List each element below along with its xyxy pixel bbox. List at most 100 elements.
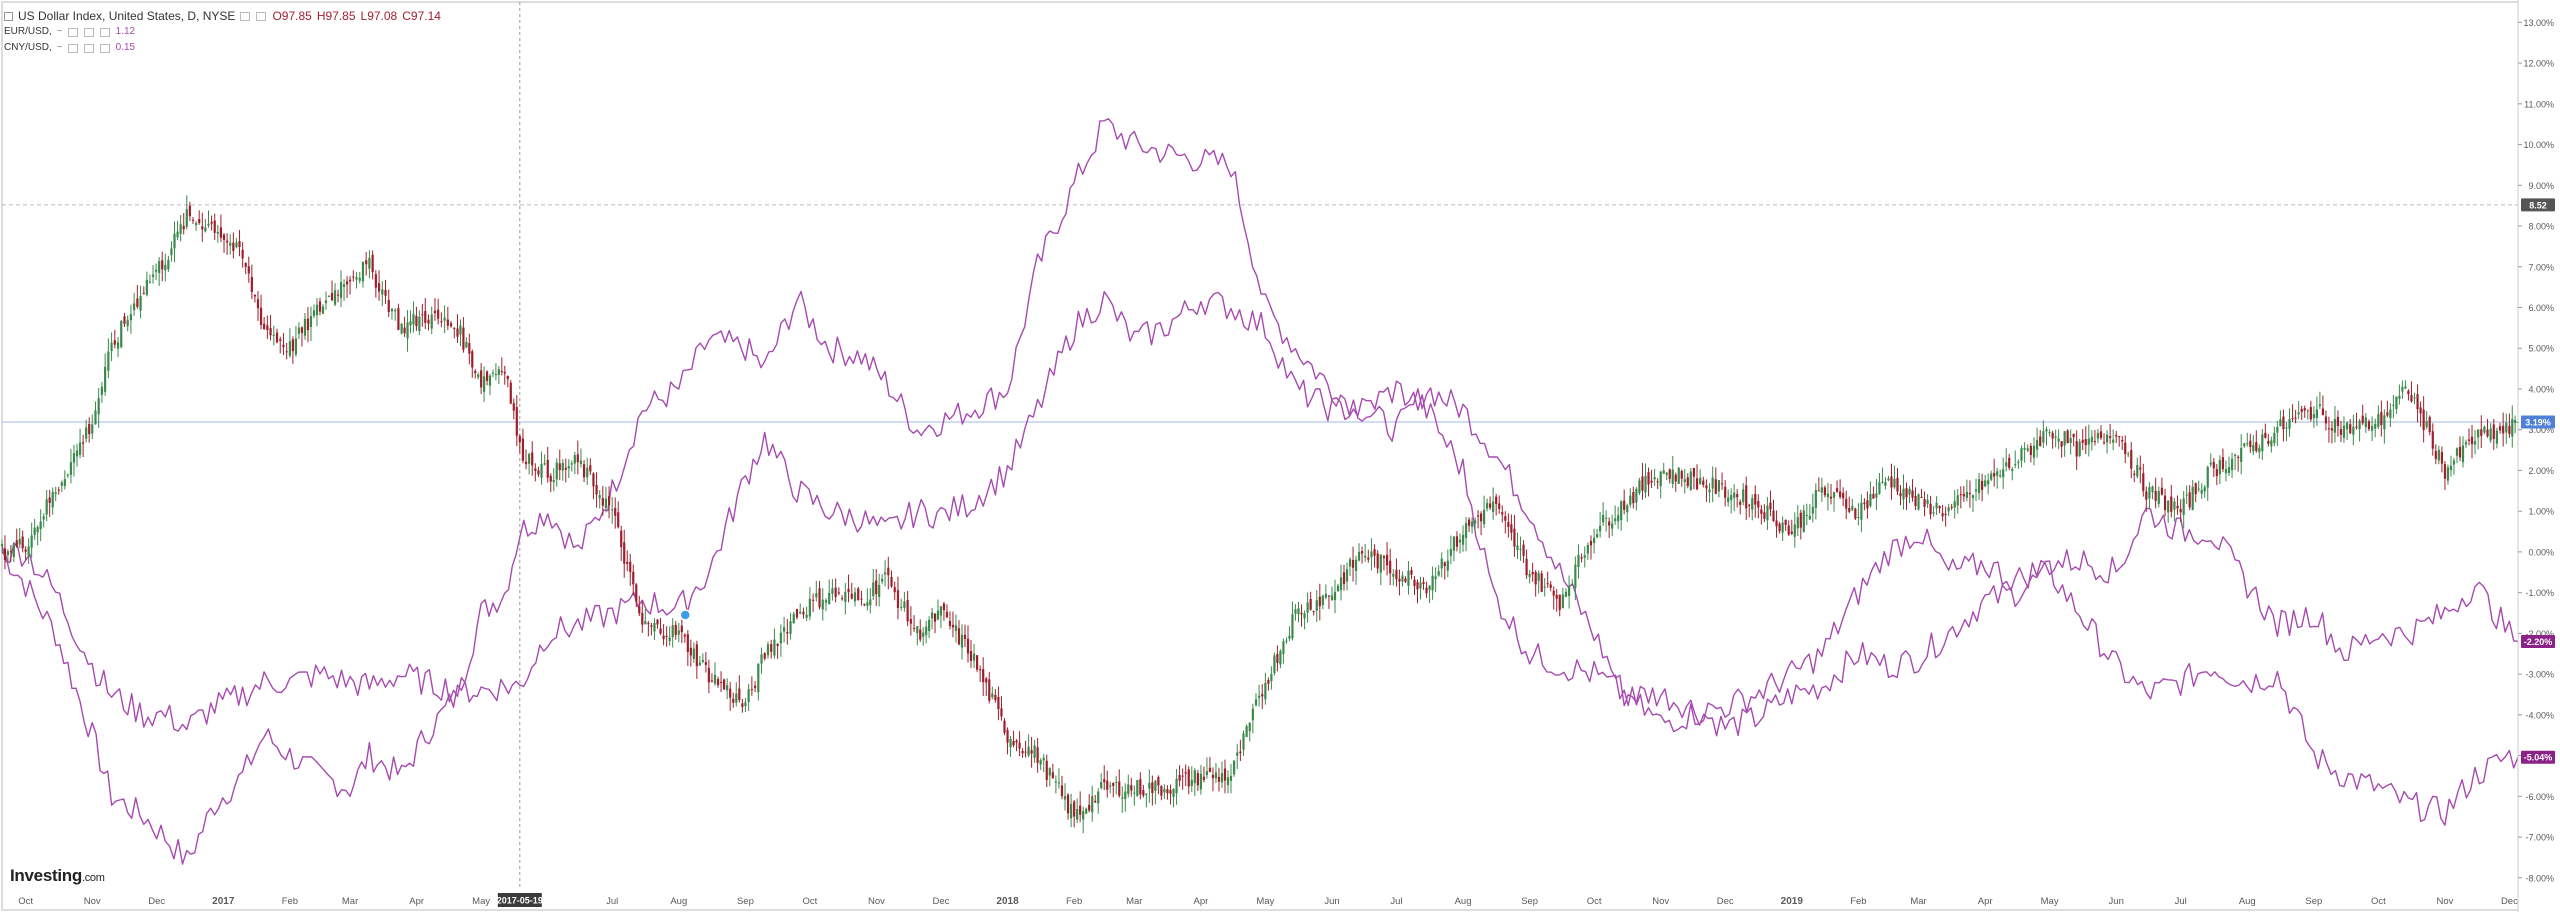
candle bbox=[2364, 413, 2367, 433]
candle bbox=[723, 678, 726, 690]
candle-body bbox=[1318, 596, 1321, 607]
candle bbox=[713, 662, 717, 686]
candle-body bbox=[2303, 408, 2306, 411]
candle bbox=[485, 370, 489, 386]
brand-logo[interactable]: Investing.com bbox=[10, 866, 105, 885]
candle-body bbox=[309, 316, 313, 327]
candle bbox=[1239, 739, 1242, 761]
candle-body bbox=[1730, 495, 1733, 500]
candle-body bbox=[263, 323, 266, 329]
candle bbox=[2054, 429, 2057, 448]
candle-body bbox=[890, 577, 893, 587]
candle bbox=[136, 284, 139, 309]
x-tick-label: Feb bbox=[282, 896, 298, 907]
candle-body bbox=[2157, 491, 2160, 504]
candle-body bbox=[2124, 442, 2127, 455]
candle bbox=[2458, 436, 2462, 462]
candle-body bbox=[1971, 495, 1975, 499]
candle-body bbox=[1151, 782, 1154, 794]
candle-body bbox=[1389, 560, 1392, 574]
event-marker[interactable] bbox=[679, 609, 692, 621]
candle bbox=[1650, 469, 1653, 489]
candle bbox=[543, 454, 546, 466]
candle bbox=[188, 201, 191, 221]
candle bbox=[982, 657, 985, 696]
candle-body bbox=[875, 580, 878, 595]
candle bbox=[185, 195, 188, 230]
candle bbox=[732, 692, 735, 708]
candle bbox=[576, 440, 579, 475]
candle bbox=[1869, 481, 1872, 508]
candle bbox=[883, 560, 887, 587]
candle-body bbox=[2318, 404, 2321, 407]
candle bbox=[1202, 766, 1206, 783]
candle-body bbox=[2413, 397, 2416, 399]
candle bbox=[1376, 550, 1379, 574]
close-icon[interactable] bbox=[256, 11, 267, 21]
candle-body bbox=[1543, 586, 1546, 588]
candle bbox=[2324, 410, 2328, 431]
y-tick-label: 10.00% bbox=[2523, 140, 2554, 150]
candle-body bbox=[1510, 524, 1513, 533]
candle bbox=[418, 310, 421, 336]
candle bbox=[2502, 412, 2505, 447]
candle-body bbox=[576, 454, 579, 463]
candle bbox=[1193, 768, 1196, 796]
candle-body bbox=[188, 205, 191, 217]
candle-body bbox=[1760, 509, 1763, 514]
candle bbox=[815, 580, 818, 602]
candle-body bbox=[1626, 505, 1629, 513]
candle bbox=[2419, 401, 2422, 427]
candle bbox=[259, 294, 263, 330]
legend-compare-cny: CNY/USD, ~ 0.15 bbox=[4, 40, 441, 56]
candle bbox=[1689, 468, 1692, 491]
candle bbox=[1757, 494, 1760, 519]
candle-body bbox=[365, 260, 368, 265]
close-icon[interactable] bbox=[99, 43, 110, 53]
visibility-icon[interactable] bbox=[67, 43, 78, 53]
candle-body bbox=[1012, 740, 1015, 746]
candle bbox=[2221, 448, 2225, 473]
candle-body bbox=[216, 231, 219, 234]
candle bbox=[1251, 703, 1254, 734]
close-icon[interactable] bbox=[99, 27, 110, 37]
candle bbox=[922, 627, 925, 646]
candle bbox=[629, 553, 632, 586]
collapse-icon[interactable] bbox=[4, 11, 13, 21]
candle bbox=[2127, 451, 2130, 458]
candle-body bbox=[1851, 505, 1854, 510]
candle-body bbox=[1220, 773, 1224, 783]
candle-body bbox=[1236, 752, 1239, 756]
candle bbox=[142, 286, 145, 295]
settings-icon[interactable] bbox=[240, 11, 251, 21]
candle-body bbox=[1516, 545, 1519, 550]
candle bbox=[1662, 462, 1665, 474]
candle-body bbox=[1629, 495, 1632, 505]
candle-body bbox=[2294, 417, 2297, 419]
candle bbox=[2297, 400, 2300, 419]
settings-icon[interactable] bbox=[83, 43, 94, 53]
candle-body bbox=[1291, 614, 1294, 639]
settings-icon[interactable] bbox=[83, 27, 94, 37]
candle-body bbox=[1899, 493, 1902, 497]
candle-body bbox=[558, 463, 561, 470]
candle-body bbox=[641, 612, 644, 625]
candle-body bbox=[1549, 584, 1552, 588]
candle-body bbox=[266, 325, 269, 331]
x-tick-label: Feb bbox=[1066, 896, 1082, 907]
candle-body bbox=[960, 634, 964, 648]
candle-body bbox=[997, 696, 1000, 710]
candle bbox=[2240, 434, 2243, 475]
candle bbox=[626, 550, 629, 572]
candle-body bbox=[1345, 569, 1349, 582]
candle-body bbox=[85, 427, 88, 439]
candle bbox=[2252, 434, 2255, 456]
x-tick-label: Jun bbox=[1324, 896, 1339, 907]
visibility-icon[interactable] bbox=[67, 27, 78, 37]
candle bbox=[394, 308, 397, 321]
candle bbox=[1063, 783, 1067, 811]
candle-body bbox=[2252, 445, 2255, 452]
candle-body bbox=[154, 269, 158, 272]
